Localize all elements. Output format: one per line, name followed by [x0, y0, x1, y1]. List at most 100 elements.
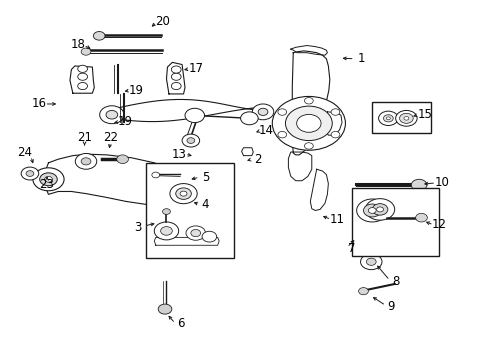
Bar — [351, 188, 438, 256]
Circle shape — [171, 82, 181, 90]
Text: 18: 18 — [70, 38, 85, 51]
Circle shape — [285, 106, 331, 140]
Text: 11: 11 — [329, 213, 344, 226]
Text: 19: 19 — [128, 84, 143, 97]
Text: 21: 21 — [77, 131, 92, 144]
Circle shape — [164, 184, 178, 194]
Circle shape — [383, 115, 392, 122]
Text: 8: 8 — [391, 275, 399, 288]
Circle shape — [356, 199, 387, 222]
Circle shape — [180, 191, 186, 196]
Polygon shape — [241, 148, 253, 156]
Circle shape — [81, 158, 91, 165]
Circle shape — [240, 112, 258, 125]
Circle shape — [171, 66, 181, 73]
Polygon shape — [288, 152, 311, 181]
Circle shape — [367, 208, 375, 213]
Bar — [371, 102, 430, 133]
Text: 10: 10 — [434, 176, 448, 189]
Circle shape — [78, 82, 87, 90]
Text: 17: 17 — [188, 62, 203, 75]
Circle shape — [160, 226, 172, 235]
Circle shape — [395, 111, 416, 126]
Circle shape — [158, 304, 171, 314]
Circle shape — [330, 131, 339, 138]
Circle shape — [277, 109, 286, 115]
Circle shape — [162, 209, 170, 215]
Circle shape — [399, 113, 412, 123]
Circle shape — [78, 73, 87, 80]
Polygon shape — [154, 237, 219, 245]
Circle shape — [152, 172, 159, 178]
Circle shape — [40, 173, 57, 186]
Circle shape — [304, 143, 313, 149]
Circle shape — [358, 288, 367, 295]
Polygon shape — [290, 45, 327, 55]
Circle shape — [360, 254, 381, 270]
Text: 13: 13 — [171, 148, 186, 161]
Circle shape — [277, 131, 286, 138]
Polygon shape — [310, 169, 328, 211]
Circle shape — [184, 108, 204, 123]
Text: 6: 6 — [177, 317, 184, 330]
Circle shape — [410, 179, 426, 191]
Text: 23: 23 — [40, 178, 54, 191]
Circle shape — [75, 153, 97, 169]
Polygon shape — [325, 112, 341, 135]
Circle shape — [296, 114, 321, 132]
Circle shape — [93, 32, 105, 40]
Text: 2: 2 — [254, 153, 262, 166]
Circle shape — [100, 106, 124, 124]
Circle shape — [190, 229, 200, 237]
Circle shape — [403, 117, 408, 120]
Circle shape — [272, 96, 345, 150]
Circle shape — [202, 231, 216, 242]
Polygon shape — [108, 99, 265, 122]
Text: 5: 5 — [202, 171, 209, 184]
Circle shape — [182, 134, 199, 147]
Circle shape — [330, 109, 339, 115]
Text: 20: 20 — [155, 15, 170, 28]
Text: 3: 3 — [134, 221, 142, 234]
Circle shape — [26, 171, 34, 176]
Text: 22: 22 — [102, 131, 118, 144]
Text: 19: 19 — [117, 116, 132, 129]
Circle shape — [378, 111, 397, 126]
Circle shape — [154, 222, 178, 240]
Polygon shape — [42, 154, 183, 204]
Circle shape — [186, 138, 194, 143]
Circle shape — [158, 180, 183, 198]
Circle shape — [169, 184, 197, 204]
Circle shape — [363, 204, 380, 217]
Text: 16: 16 — [31, 98, 46, 111]
Circle shape — [117, 155, 128, 163]
Circle shape — [185, 226, 205, 240]
Circle shape — [171, 73, 181, 80]
Circle shape — [258, 108, 267, 116]
Circle shape — [386, 117, 389, 120]
Text: 24: 24 — [18, 145, 33, 158]
Circle shape — [376, 207, 383, 212]
Text: 1: 1 — [357, 52, 365, 65]
Text: 12: 12 — [431, 218, 446, 231]
Circle shape — [175, 188, 191, 199]
Polygon shape — [292, 51, 329, 155]
Circle shape — [78, 65, 87, 72]
Circle shape — [371, 204, 387, 215]
Bar — [146, 163, 233, 258]
Text: 14: 14 — [259, 124, 273, 137]
Circle shape — [44, 176, 52, 182]
Text: 9: 9 — [386, 300, 394, 313]
Text: 15: 15 — [417, 108, 431, 121]
Polygon shape — [70, 66, 94, 93]
Circle shape — [81, 48, 91, 55]
Circle shape — [365, 199, 394, 220]
Text: 7: 7 — [347, 242, 355, 255]
Circle shape — [252, 104, 273, 120]
Circle shape — [21, 167, 39, 180]
Circle shape — [415, 213, 427, 222]
Circle shape — [33, 168, 64, 191]
Circle shape — [304, 98, 313, 104]
Polygon shape — [166, 62, 184, 94]
Text: 4: 4 — [202, 198, 209, 211]
